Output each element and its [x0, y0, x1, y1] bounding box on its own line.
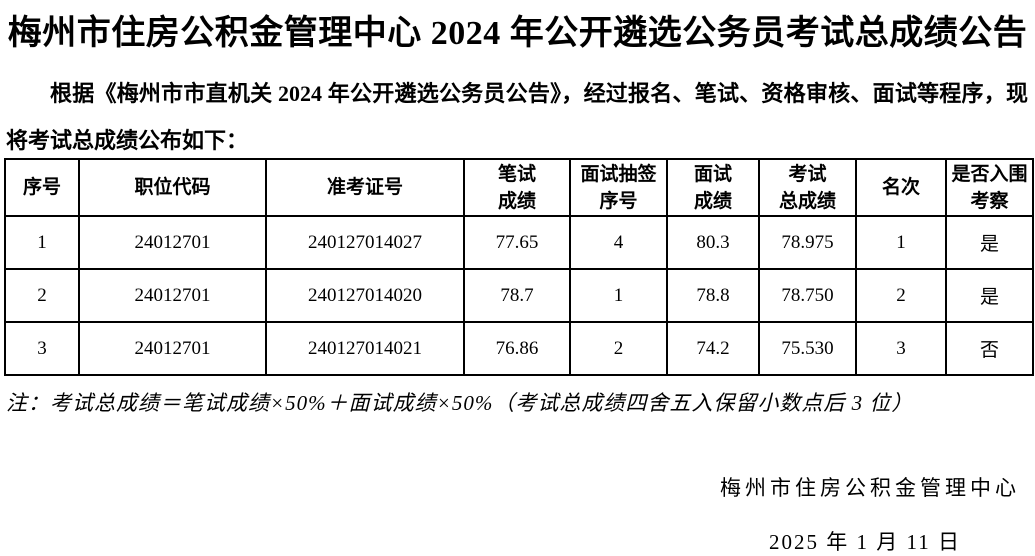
- table-cell: 75.530: [758, 321, 857, 376]
- table-cell: 77.65: [463, 215, 571, 270]
- table-cell: 是: [945, 215, 1034, 270]
- table-cell: 2: [855, 268, 947, 323]
- table-cell: 1: [4, 215, 80, 270]
- column-header: 序号: [4, 158, 80, 217]
- table-cell: 是: [945, 268, 1034, 323]
- table-row: 3 24012701 240127014021 76.86 2 74.2 75.530 3 否: [4, 321, 1034, 376]
- column-header: 面试 成绩: [666, 158, 760, 217]
- table-cell: 1: [569, 268, 668, 323]
- column-header: 准考证号: [265, 158, 465, 217]
- column-header: 职位代码: [78, 158, 267, 217]
- table-cell: 240127014027: [265, 215, 465, 270]
- column-header: 考试 总成绩: [758, 158, 857, 217]
- scoring-note: 注：考试总成绩＝笔试成绩×50%＋面试成绩×50%（考试总成绩四舍五入保留小数点…: [6, 391, 914, 415]
- column-header: 面试抽签 序号: [569, 158, 668, 217]
- page-title: 梅州市住房公积金管理中心 2024 年公开遴选公务员考试总成绩公告: [7, 15, 1028, 52]
- table-cell: 24012701: [78, 268, 267, 323]
- table-cell: 78.8: [666, 268, 760, 323]
- table-cell: 24012701: [78, 215, 267, 270]
- results-table-header: 序号 职位代码 准考证号 笔试 成绩 面试抽签 序号 面试 成绩 考试 总成绩 名次 是否入围 …: [4, 158, 1034, 217]
- intro-paragraph: 根据《梅州市市直机关 2024 年公开遴选公务员公告》，经过报名、笔试、资格审核…: [6, 81, 1028, 153]
- table-row: 1 24012701 240127014027 77.65 4 80.3 78.975 1 是: [4, 215, 1034, 270]
- table-cell: 78.750: [758, 268, 857, 323]
- table-cell: 76.86: [463, 321, 571, 376]
- issuing-authority: 梅州市住房公积金管理中心: [720, 476, 1020, 500]
- table-cell: 否: [945, 321, 1034, 376]
- table-cell: 3: [4, 321, 80, 376]
- header-row: 序号 职位代码 准考证号 笔试 成绩 面试抽签 序号 面试 成绩 考试 总成绩 名次 是否入围 …: [4, 158, 1034, 217]
- table-cell: 2: [4, 268, 80, 323]
- table-cell: 3: [855, 321, 947, 376]
- table-cell: 240127014020: [265, 268, 465, 323]
- table-cell: 78.975: [758, 215, 857, 270]
- table-cell: 74.2: [666, 321, 760, 376]
- column-header: 名次: [855, 158, 947, 217]
- table-cell: 2: [569, 321, 668, 376]
- signature-block: 梅州市住房公积金管理中心 2025 年 1 月 11 日: [720, 472, 1020, 556]
- results-table-body: 1 24012701 240127014027 77.65 4 80.3 78.975 1 是 2…: [4, 215, 1034, 376]
- table-cell: 1: [855, 215, 947, 270]
- table-cell: 240127014021: [265, 321, 465, 376]
- table-row: 2 24012701 240127014020 78.7 1 78.8 78.750 2 是: [4, 268, 1034, 323]
- table-cell: 4: [569, 215, 668, 270]
- column-header: 是否入围 考察: [945, 158, 1034, 217]
- table-cell: 80.3: [666, 215, 760, 270]
- results-table: 序号 职位代码 准考证号 笔试 成绩 面试抽签 序号 面试 成绩 考试 总成绩 名次 是否入围 …: [4, 158, 1034, 376]
- issue-date: 2025 年 1 月 11 日: [769, 530, 961, 554]
- table-cell: 78.7: [463, 268, 571, 323]
- table-cell: 24012701: [78, 321, 267, 376]
- column-header: 笔试 成绩: [463, 158, 571, 217]
